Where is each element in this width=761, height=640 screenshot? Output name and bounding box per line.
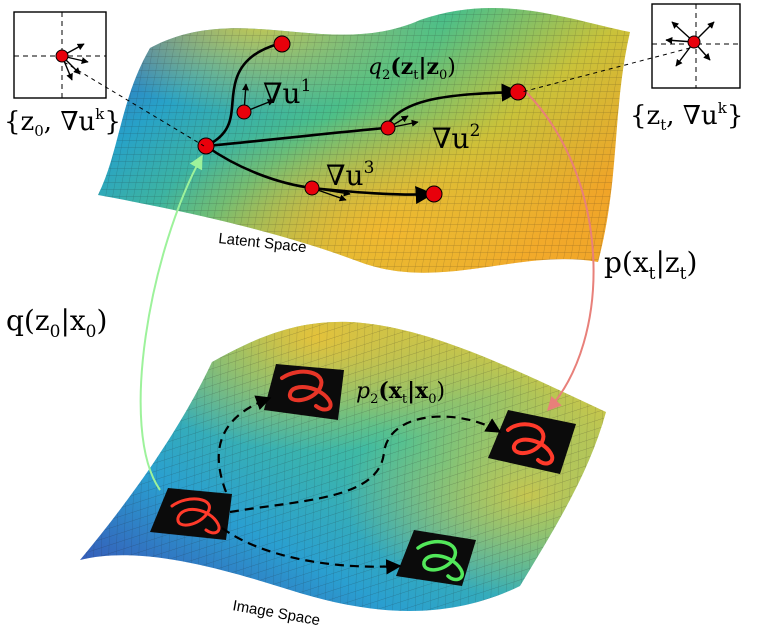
grad-label-1: ∇u1 bbox=[263, 76, 311, 110]
grad-label-2: ∇u2 bbox=[432, 121, 480, 155]
trajectory-1 bbox=[205, 42, 279, 148]
point-mid-1 bbox=[236, 104, 252, 120]
grad-label-3: ∇u3 bbox=[326, 158, 374, 192]
digit-tile-xt bbox=[488, 410, 576, 474]
dashed-arrow-to-green bbox=[221, 527, 402, 575]
inset-left-leader bbox=[63, 61, 205, 147]
q2-formula: q2(zt|z0) bbox=[368, 54, 456, 83]
digit-tile-green bbox=[396, 530, 476, 586]
inset-right bbox=[651, 3, 741, 89]
point-end-1 bbox=[273, 35, 291, 53]
point-mid-2 bbox=[380, 120, 396, 136]
encoder-formula: q(z0|x0) bbox=[6, 304, 107, 342]
decoder-arrow bbox=[525, 91, 595, 412]
point-mid-3 bbox=[304, 180, 320, 196]
digit-tile-x0 bbox=[150, 488, 232, 540]
inset-left bbox=[13, 11, 107, 99]
point-zt bbox=[509, 83, 527, 101]
image-space-transitions bbox=[217, 395, 502, 575]
latent-surface bbox=[98, 7, 630, 273]
inset-right-leader bbox=[521, 47, 691, 93]
decoder-formula: p(xt|zt) bbox=[604, 246, 697, 284]
latent-points bbox=[197, 35, 527, 203]
dashed-arrow-to-top bbox=[217, 395, 272, 493]
inset-right-label: {zt, ∇uk} bbox=[630, 99, 743, 134]
inset-left-label: {z0, ∇uk} bbox=[4, 105, 121, 140]
dashed-arrow-to-xt bbox=[229, 415, 502, 514]
point-z0 bbox=[197, 137, 215, 155]
p2-formula: p2(xt|x0) bbox=[356, 378, 445, 407]
digit-tile-top bbox=[264, 364, 344, 420]
point-end-3 bbox=[425, 185, 443, 203]
encoder-arrow bbox=[139, 154, 203, 491]
image-space-label: Image Space bbox=[231, 597, 321, 629]
image-surface bbox=[80, 321, 606, 611]
